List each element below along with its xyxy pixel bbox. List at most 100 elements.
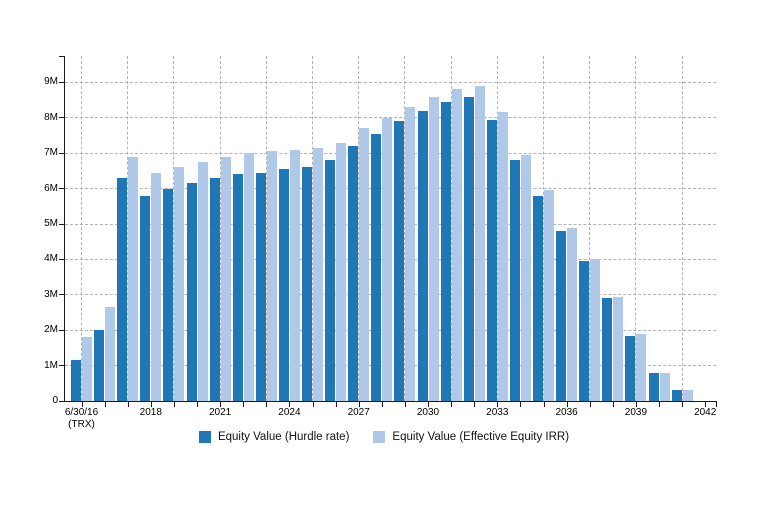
v-gridline [450, 56, 452, 401]
v-gridline [496, 56, 498, 401]
bar-effective-equity-irr[interactable] [289, 150, 300, 401]
bar-hurdle-rate[interactable] [579, 261, 590, 401]
bar-hurdle-rate[interactable] [186, 183, 197, 401]
bar-hurdle-rate[interactable] [302, 167, 312, 401]
x-axis-tick [220, 402, 222, 407]
x-axis-tick [312, 402, 314, 407]
bar-hurdle-rate[interactable] [325, 160, 336, 401]
x-axis-tick [474, 402, 476, 407]
bar-effective-equity-irr[interactable] [567, 228, 578, 401]
bar-hurdle-rate[interactable] [648, 373, 659, 401]
bar-hurdle-rate[interactable] [94, 330, 105, 401]
x-axis-tick [682, 402, 684, 407]
legend-label-hurdle-rate: Equity Value (Hurdle rate) [217, 431, 350, 443]
y-axis-tick [59, 152, 65, 154]
bar-effective-equity-irr[interactable] [497, 112, 508, 401]
bar-effective-equity-irr[interactable] [682, 390, 693, 401]
y-axis-tick [59, 188, 65, 190]
x-axis-label: 6/30/16 (TRX) [64, 407, 99, 430]
x-axis-tick [659, 402, 660, 407]
y-axis-tick [59, 400, 65, 402]
bar-effective-equity-irr[interactable] [313, 148, 323, 401]
bar-hurdle-rate[interactable] [209, 178, 220, 401]
bar-hurdle-rate[interactable] [509, 160, 520, 401]
x-axis-tick [243, 402, 245, 407]
h-gridline [65, 81, 716, 83]
bar-effective-equity-irr[interactable] [613, 297, 624, 401]
bar-effective-equity-irr[interactable] [174, 167, 185, 401]
bar-effective-equity-irr[interactable] [405, 107, 416, 401]
bar-effective-equity-irr[interactable] [520, 155, 531, 401]
bar-hurdle-rate[interactable] [117, 178, 128, 401]
bar-effective-equity-irr[interactable] [266, 151, 277, 401]
bar-effective-equity-irr[interactable] [359, 128, 370, 401]
bar-hurdle-rate[interactable] [533, 196, 543, 401]
bar-hurdle-rate[interactable] [371, 134, 382, 401]
bar-hurdle-rate[interactable] [625, 336, 636, 401]
bar-effective-equity-irr[interactable] [151, 173, 162, 401]
x-axis-tick [266, 402, 268, 407]
bar-effective-equity-irr[interactable] [220, 157, 231, 401]
x-axis-tick [635, 402, 637, 407]
bar-effective-equity-irr[interactable] [636, 334, 647, 401]
x-axis-tick [428, 402, 429, 407]
bar-effective-equity-irr[interactable] [105, 307, 116, 401]
bar-hurdle-rate[interactable] [486, 120, 497, 401]
bar-effective-equity-irr[interactable] [82, 337, 92, 401]
bar-effective-equity-irr[interactable] [544, 190, 554, 401]
bar-hurdle-rate[interactable] [255, 173, 266, 401]
x-axis-label: 2039 [624, 407, 648, 418]
v-gridline [404, 56, 406, 401]
x-axis-tick [451, 402, 453, 407]
bar-hurdle-rate[interactable] [440, 102, 451, 401]
bar-hurdle-rate[interactable] [671, 390, 682, 401]
bar-effective-equity-irr[interactable] [451, 89, 462, 401]
bar-hurdle-rate[interactable] [348, 146, 359, 401]
bar-effective-equity-irr[interactable] [659, 373, 670, 401]
y-axis-label: 2M [44, 324, 58, 336]
bar-hurdle-rate[interactable] [417, 111, 428, 401]
legend-item-hurdle-rate[interactable]: Equity Value (Hurdle rate) [198, 430, 350, 444]
bar-effective-equity-irr[interactable] [428, 97, 439, 401]
bar-hurdle-rate[interactable] [602, 298, 613, 401]
bar-effective-equity-irr[interactable] [382, 118, 393, 401]
y-axis-label: 1M [44, 359, 58, 371]
bar-hurdle-rate[interactable] [463, 97, 474, 401]
x-axis-tick [612, 402, 614, 407]
bar-effective-equity-irr[interactable] [590, 259, 601, 401]
bar-hurdle-rate[interactable] [556, 231, 567, 401]
bar-effective-equity-irr[interactable] [197, 162, 208, 401]
bar-hurdle-rate[interactable] [232, 174, 243, 401]
bar-hurdle-rate[interactable] [163, 189, 174, 401]
x-axis-label: 2027 [347, 407, 370, 418]
y-axis-label: 8M [44, 111, 58, 123]
y-axis-tick [59, 329, 65, 331]
bar-effective-equity-irr[interactable] [336, 143, 347, 401]
y-axis-tick [59, 117, 65, 119]
x-axis-tick [705, 402, 707, 407]
x-axis-tick [150, 402, 152, 407]
bar-effective-equity-irr[interactable] [474, 86, 485, 401]
legend-swatch-effective-equity-irr-icon [373, 431, 386, 443]
x-axis-tick [543, 402, 545, 407]
bar-hurdle-rate[interactable] [394, 121, 405, 401]
bar-effective-equity-irr[interactable] [128, 157, 139, 401]
bar-hurdle-rate[interactable] [140, 196, 151, 401]
bar-hurdle-rate[interactable] [278, 169, 289, 401]
x-axis-label: 2036 [555, 407, 578, 418]
legend: Equity Value (Hurdle rate) Equity Value … [0, 428, 768, 446]
x-axis-tick [381, 402, 383, 407]
x-axis-tick [404, 402, 406, 407]
v-gridline [543, 56, 544, 401]
v-gridline [265, 56, 267, 401]
v-gridline [219, 56, 221, 401]
x-axis-tick [335, 402, 337, 407]
bar-effective-equity-irr[interactable] [243, 153, 254, 401]
y-axis-tick [59, 81, 65, 83]
bar-hurdle-rate[interactable] [71, 360, 81, 401]
v-gridline [173, 56, 175, 401]
x-axis-tick [81, 402, 83, 407]
legend-item-effective-equity-irr[interactable]: Equity Value (Effective Equity IRR) [373, 430, 569, 444]
v-gridline [681, 56, 683, 401]
